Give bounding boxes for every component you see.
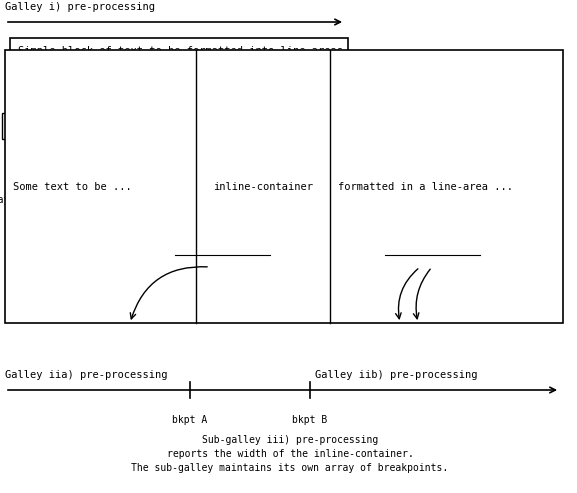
Bar (14, 121, 114, 147)
Text: Array of all break-points in galley iia).
Breakpoints are relative to
the beginn: Array of all break-points in galley iia)… (0, 195, 220, 233)
Text: Simple block of text to be formatted into line-areas.: Simple block of text to be formatted int… (18, 46, 349, 56)
Text: Array of all break-points in galley i).
This array is calculated once.
Breakpoin: Array of all break-points in galley i). … (148, 125, 477, 163)
Bar (169, 240, 264, 264)
Text: :: : (15, 169, 23, 181)
Text: :: : (426, 302, 430, 313)
Text: Array of all break-points in galley iib).
Breakpoints are relative to the
beginn: Array of all break-points in galley iib)… (226, 185, 484, 237)
Text: :: : (15, 193, 23, 206)
Text: :: : (216, 302, 220, 313)
Text: :: : (15, 181, 23, 194)
Bar (8, 117, 108, 143)
Text: bkpt B: bkpt B (293, 415, 328, 425)
Bar (379, 240, 474, 264)
Text: :: : (426, 315, 430, 325)
Text: Galley i) pre-processing: Galley i) pre-processing (5, 2, 155, 12)
Text: Galley iib) pre-processing: Galley iib) pre-processing (315, 370, 478, 380)
Text: Galley iia) pre-processing: Galley iia) pre-processing (5, 370, 167, 380)
Text: formatted in a line-area ...: formatted in a line-area ... (338, 181, 513, 191)
Bar (175, 243, 270, 267)
Text: :: : (216, 315, 220, 325)
Text: inline-container: inline-container (213, 181, 313, 191)
Text: bkpt A: bkpt A (173, 415, 208, 425)
Bar (385, 243, 480, 267)
Text: :: : (216, 290, 220, 300)
Text: :: : (426, 290, 430, 300)
Bar (10, 38, 348, 65)
Bar (2, 113, 102, 139)
Text: Sub-galley iii) pre-processing
reports the width of the inline-container.
The su: Sub-galley iii) pre-processing reports t… (132, 435, 449, 473)
Bar (5, 50, 563, 323)
Text: Some text to be ...: Some text to be ... (13, 181, 132, 191)
